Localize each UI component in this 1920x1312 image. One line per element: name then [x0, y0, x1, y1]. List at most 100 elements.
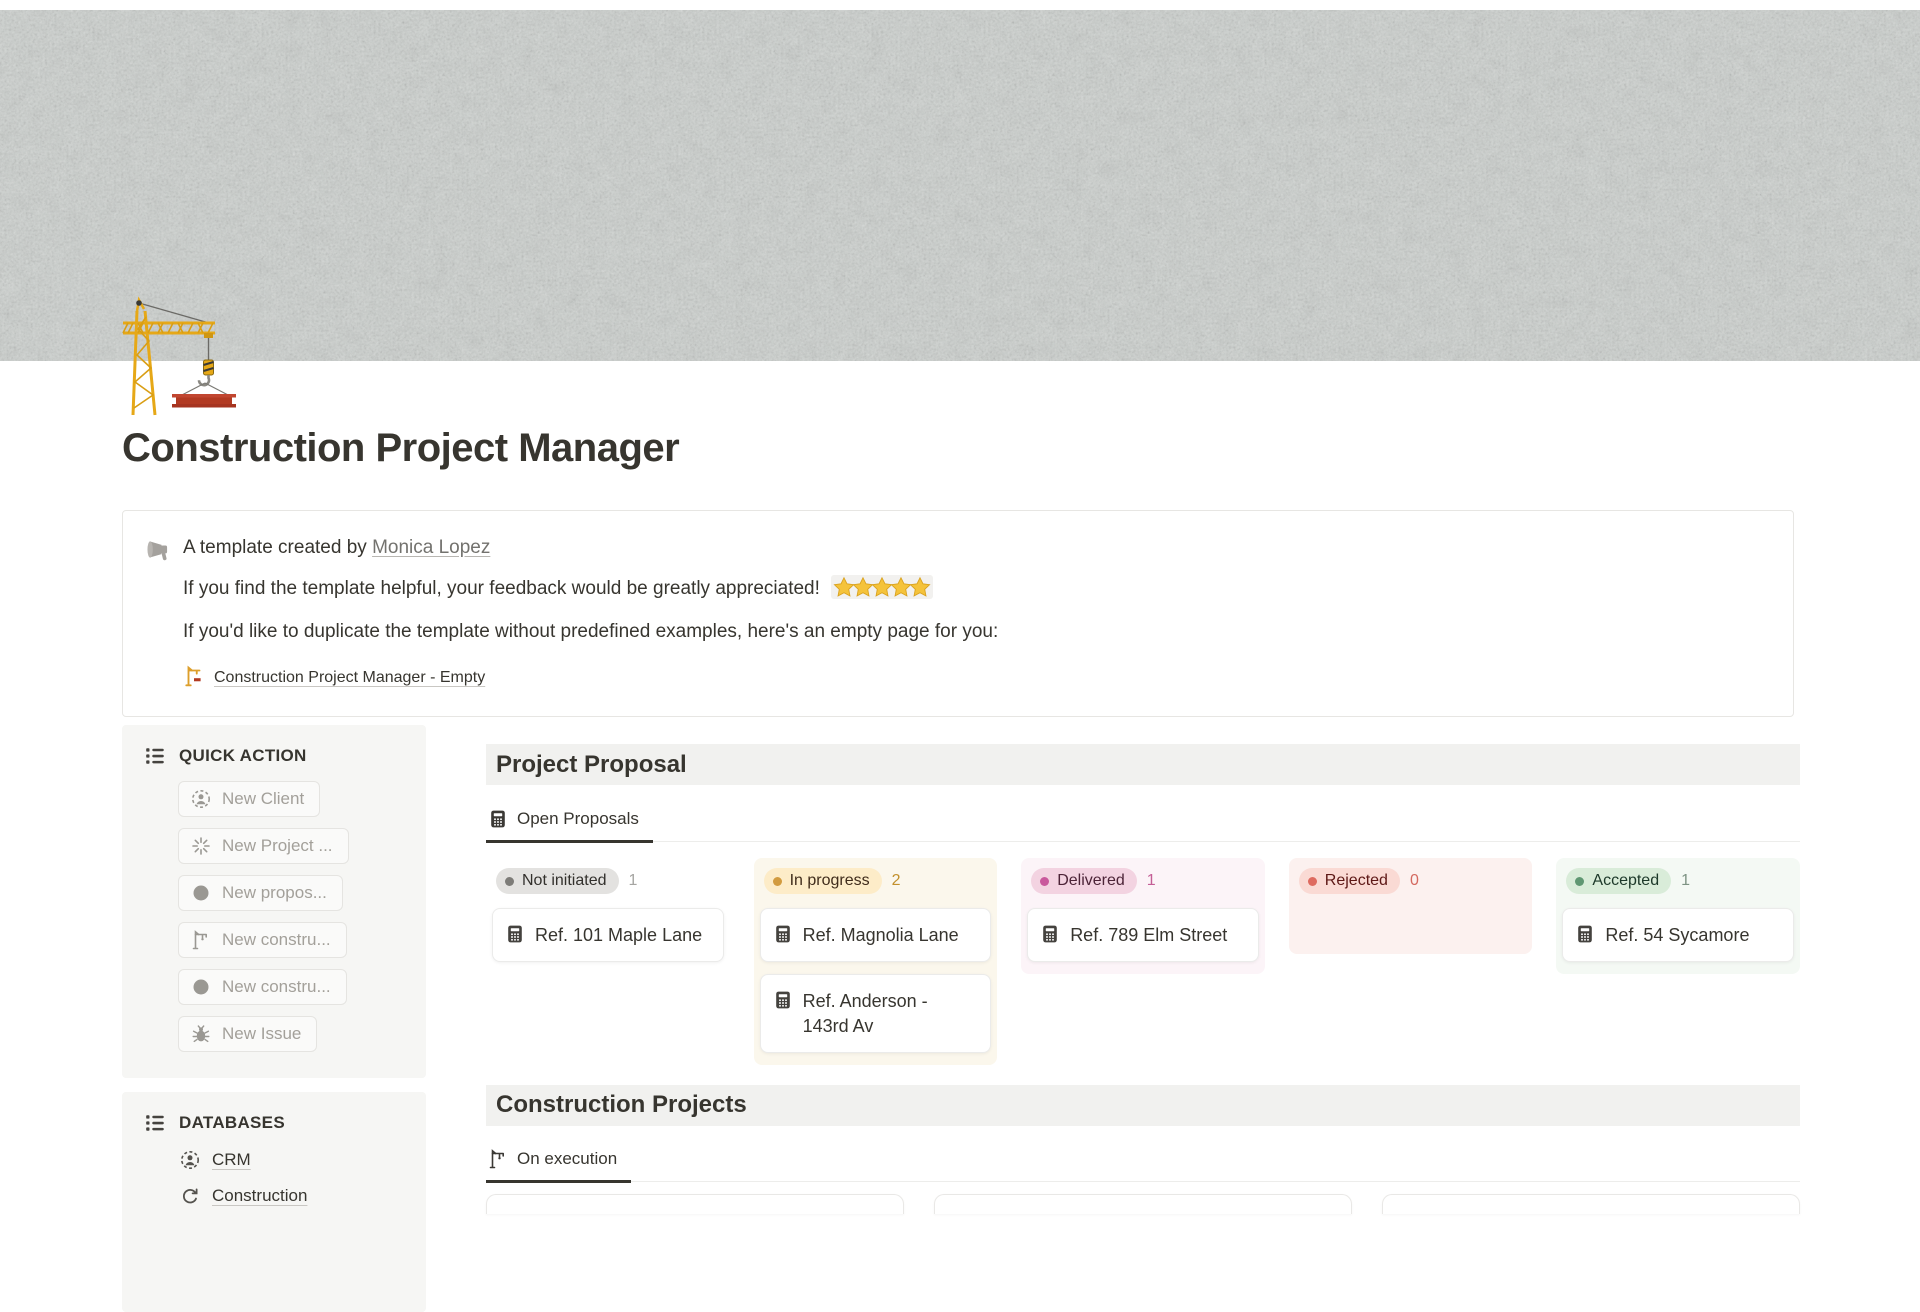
- new-construction-button-2[interactable]: New constru...: [178, 969, 347, 1005]
- status-dot-icon: [505, 876, 514, 886]
- card-title: Ref. Magnolia Lane: [802, 925, 959, 945]
- project-card-partial[interactable]: [486, 1193, 904, 1214]
- status-dot-icon: [772, 876, 782, 886]
- database-links: CRM Construction: [180, 1150, 406, 1206]
- tab-on-execution[interactable]: On execution: [486, 1148, 632, 1183]
- status-pill[interactable]: Not initiated: [496, 868, 619, 894]
- megaphone-icon: [145, 535, 175, 570]
- feedback-text: If you find the template helpful, your f…: [183, 577, 820, 599]
- board-column-not-initiated: Not initiated 1 Ref. 101 Maple Lane: [486, 858, 730, 974]
- database-label: Construction: [212, 1186, 308, 1205]
- project-card-partial[interactable]: [934, 1193, 1352, 1214]
- project-proposal-heading: Project Proposal: [496, 750, 687, 778]
- status-label: Accepted: [1592, 872, 1660, 889]
- card-title: Ref. 54 Sycamore: [1605, 925, 1750, 945]
- gray-circle-icon: [191, 977, 211, 997]
- status-dot-icon: [1307, 876, 1317, 886]
- proposal-card[interactable]: Ref. 101 Maple Lane: [492, 908, 724, 963]
- column-count: 0: [1409, 872, 1419, 889]
- status-label: Delivered: [1057, 872, 1125, 889]
- projects-view-tabs: On execution: [486, 1126, 1800, 1183]
- board-column-accepted: Accepted 1 Ref. 54 Sycamore: [1556, 858, 1800, 975]
- button-label: New Issue: [222, 1024, 302, 1043]
- button-label: New constru...: [222, 977, 331, 996]
- person-dashed-circle-icon: [191, 789, 211, 809]
- tab-label: Open Proposals: [517, 809, 639, 828]
- crane-icon: [488, 1149, 508, 1169]
- status-pill[interactable]: Rejected: [1298, 868, 1400, 894]
- person-dashed-circle-icon: [180, 1150, 200, 1170]
- project-proposal-banner: Project Proposal: [486, 744, 1800, 785]
- proposal-card[interactable]: Ref. Anderson - 143rd Av: [759, 974, 992, 1053]
- created-by-line: A template created by Monica Lopez: [183, 535, 1763, 562]
- proposal-board: Not initiated 1 Ref. 101 Maple Lane In p…: [486, 858, 1800, 1065]
- list-icon: [144, 1112, 166, 1134]
- card-title: Ref. Anderson - 143rd Av: [802, 991, 928, 1036]
- status-dot-icon: [1575, 876, 1585, 886]
- cover-image: [0, 10, 1920, 361]
- crane-icon: [191, 930, 211, 950]
- tab-label: On execution: [517, 1148, 618, 1168]
- databases-panel: DATABASES CRM Construction: [122, 1092, 426, 1312]
- new-construction-button[interactable]: New constru...: [178, 922, 347, 958]
- status-pill[interactable]: Accepted: [1566, 868, 1672, 894]
- button-label: New constru...: [222, 930, 331, 949]
- databases-header: DATABASES: [144, 1112, 406, 1134]
- database-link-construction[interactable]: Construction: [180, 1186, 406, 1206]
- button-label: New propos...: [222, 883, 327, 902]
- quick-action-header: QUICK ACTION: [144, 745, 406, 767]
- calculator-icon: [773, 990, 793, 1010]
- calculator-icon: [773, 924, 793, 944]
- list-icon: [144, 745, 166, 767]
- template-callout: A template created by Monica Lopez If yo…: [122, 510, 1794, 717]
- calculator-icon: [505, 924, 525, 944]
- new-proposal-button[interactable]: New propos...: [178, 875, 343, 911]
- quick-action-buttons: New Client New Project ... New propos...…: [178, 781, 406, 1052]
- databases-title: DATABASES: [179, 1113, 285, 1132]
- project-card-partial[interactable]: [1382, 1193, 1800, 1214]
- status-pill[interactable]: In progress: [763, 868, 882, 894]
- status-dot-icon: [1040, 876, 1050, 886]
- column-header: Not initiated 1: [492, 866, 724, 896]
- empty-page-row: Construction Project Manager - Empty: [183, 665, 1763, 692]
- status-pill[interactable]: Delivered: [1031, 868, 1137, 894]
- card-title: Ref. 101 Maple Lane: [535, 925, 703, 945]
- page-title: Construction Project Manager: [122, 426, 680, 470]
- proposal-card[interactable]: Ref. 54 Sycamore: [1562, 908, 1794, 963]
- main-content: Project Proposal Open Proposals Not init…: [486, 744, 1800, 1214]
- database-link-crm[interactable]: CRM: [180, 1150, 406, 1170]
- column-count: 1: [628, 872, 638, 889]
- column-header: Rejected 0: [1295, 866, 1527, 896]
- author-link[interactable]: Monica Lopez: [372, 537, 491, 558]
- proposal-card[interactable]: Ref. Magnolia Lane: [759, 908, 992, 963]
- calculator-icon: [488, 809, 508, 829]
- status-label: Rejected: [1324, 872, 1388, 889]
- board-column-delivered: Delivered 1 Ref. 789 Elm Street: [1021, 858, 1265, 975]
- column-header: Delivered 1: [1027, 866, 1259, 896]
- proposal-card[interactable]: Ref. 789 Elm Street: [1027, 908, 1259, 963]
- star-icon: [909, 576, 931, 598]
- column-count: 2: [891, 872, 901, 889]
- cycle-arrow-icon: [180, 1186, 200, 1206]
- status-label: In progress: [789, 872, 870, 889]
- quick-action-panel: QUICK ACTION New Client New Project ... …: [122, 725, 426, 1078]
- status-label: Not initiated: [522, 872, 607, 889]
- construction-projects-banner: Construction Projects: [486, 1084, 1800, 1126]
- proposal-view-tabs: Open Proposals: [486, 785, 1800, 843]
- empty-page-link[interactable]: Construction Project Manager - Empty: [214, 669, 486, 687]
- board-column-rejected: Rejected 0: [1288, 858, 1533, 954]
- new-issue-button[interactable]: New Issue: [178, 1016, 318, 1052]
- five-stars: [831, 574, 934, 599]
- new-project-button[interactable]: New Project ...: [178, 828, 349, 864]
- new-client-button[interactable]: New Client: [178, 781, 321, 817]
- bug-icon: [191, 1024, 211, 1044]
- button-label: New Client: [222, 789, 305, 808]
- crane-icon: [114, 296, 246, 418]
- burst-icon: [191, 836, 211, 856]
- tab-open-proposals[interactable]: Open Proposals: [486, 809, 653, 843]
- feedback-line: If you find the template helpful, your f…: [183, 574, 1763, 603]
- column-count: 1: [1146, 872, 1156, 889]
- database-label: CRM: [212, 1150, 251, 1169]
- gray-circle-icon: [191, 883, 211, 903]
- column-header: In progress 2: [760, 866, 992, 896]
